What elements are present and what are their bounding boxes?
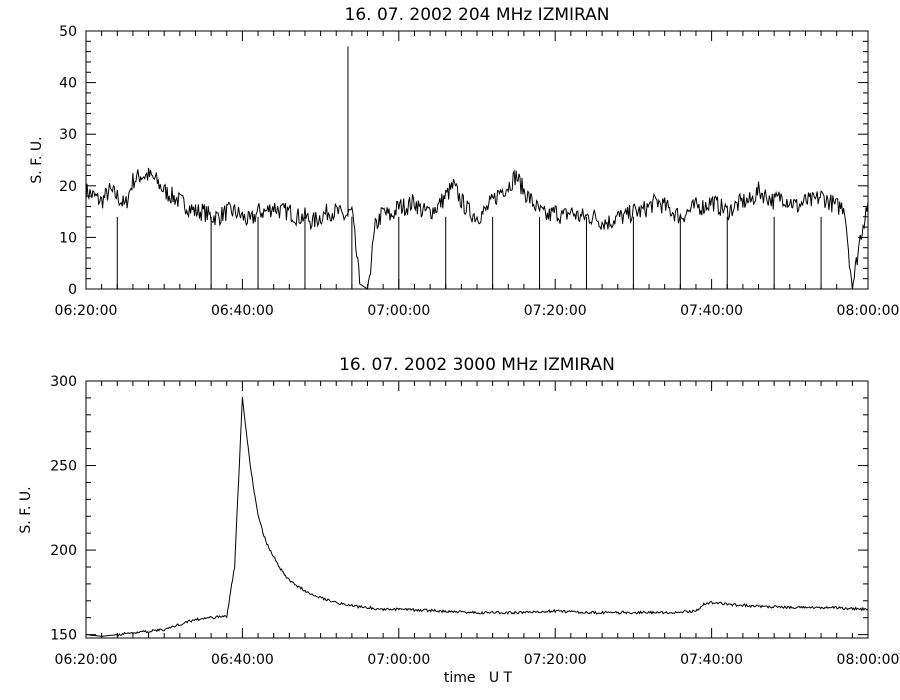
chart-204mhz: 16. 07. 2002 204 MHz IZMIRAN S. F. U. 06… <box>29 5 899 319</box>
data-marks <box>85 46 869 290</box>
x-tick-label: 06:40:00 <box>211 652 274 668</box>
x-tick-label: 07:00:00 <box>367 303 430 319</box>
x-tick-label: 07:00:00 <box>367 652 430 668</box>
chart-3000mhz: 16. 07. 2002 3000 MHz IZMIRAN S. F. U. t… <box>18 355 899 686</box>
chart-title: 16. 07. 2002 3000 MHz IZMIRAN <box>339 355 615 375</box>
x-tick-label: 08:00:00 <box>837 652 900 668</box>
series-line-0 <box>85 167 869 290</box>
y-axis-label: S. F. U. <box>18 486 34 533</box>
x-tick-label: 06:20:00 <box>55 303 118 319</box>
x-tick-label: 07:20:00 <box>524 303 587 319</box>
x-axis-label: time U T <box>444 670 513 686</box>
data-marks <box>85 396 869 637</box>
x-tick-label: 07:40:00 <box>680 652 743 668</box>
x-tick-label: 08:00:00 <box>837 303 900 319</box>
x-tick-label: 06:20:00 <box>55 652 118 668</box>
y-tick-label: 200 <box>50 543 77 559</box>
y-tick-label: 30 <box>59 127 77 143</box>
y-tick-label: 250 <box>50 459 77 475</box>
y-tick-label: 300 <box>50 374 77 390</box>
y-tick-label: 10 <box>59 230 77 246</box>
axis-ticks: 06:20:00 06:40:00 07:00:00 07:20:00 07:40:00… <box>55 24 900 319</box>
y-tick-label: 20 <box>59 179 77 195</box>
x-tick-label: 06:40:00 <box>211 303 274 319</box>
y-tick-label: 0 <box>68 282 77 298</box>
axis-ticks: 06:20:00 06:40:00 07:00:00 07:20:00 07:40:00… <box>50 374 899 668</box>
y-tick-label: 40 <box>59 76 77 92</box>
x-tick-label: 07:40:00 <box>680 303 743 319</box>
series-line-0 <box>85 396 869 637</box>
y-tick-label: 150 <box>50 628 77 644</box>
y-tick-label: 50 <box>59 24 77 40</box>
plot-frame <box>85 30 869 290</box>
x-tick-label: 07:20:00 <box>524 652 587 668</box>
chart-title: 16. 07. 2002 204 MHz IZMIRAN <box>345 5 610 25</box>
plot-frame <box>85 380 869 639</box>
y-axis-label: S. F. U. <box>29 136 45 183</box>
